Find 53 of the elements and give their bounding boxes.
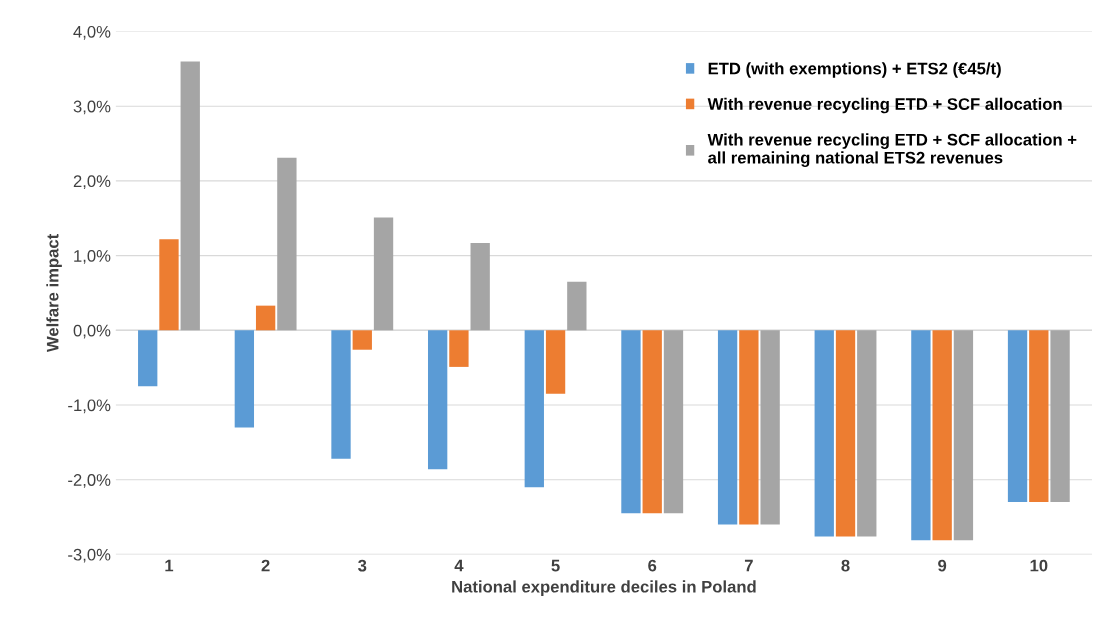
bar: [449, 330, 469, 367]
x-tick-label: 5: [551, 559, 560, 572]
x-axis-title: National expenditure deciles in Poland: [452, 580, 756, 596]
x-tick-label: 10: [1030, 559, 1048, 572]
y-tick-label: -2,0%: [68, 474, 111, 488]
x-tick-label: 1: [165, 559, 174, 572]
x-tick-label: 4: [454, 559, 464, 572]
bar: [180, 61, 200, 331]
bar: [857, 330, 877, 537]
bar: [352, 330, 372, 350]
x-tick-label: 6: [648, 559, 657, 572]
bar: [567, 281, 587, 331]
bar: [138, 330, 158, 387]
bar: [642, 330, 662, 514]
legend-label: ETD (with exemptions) + ETS2 (€45/t): [708, 62, 1001, 78]
bar: [545, 330, 566, 394]
x-tick-label: 8: [841, 559, 850, 572]
bar: [277, 157, 297, 331]
bar: [760, 330, 780, 525]
bar: [331, 330, 351, 459]
y-tick-label: 0,0%: [73, 324, 111, 339]
bar: [427, 330, 448, 470]
bar: [159, 239, 179, 331]
y-tick-label: -3,0%: [68, 548, 111, 563]
bar: [932, 330, 952, 541]
bar: [470, 242, 490, 331]
bar: [234, 330, 255, 428]
y-tick-label: 3,0%: [73, 100, 111, 115]
bar: [739, 330, 759, 525]
bar: [524, 330, 544, 488]
bar: [621, 330, 641, 514]
bar: [717, 330, 738, 525]
y-tick-label: -1,0%: [68, 399, 111, 414]
legend-label: With revenue recycling ETD + SCF allocation: [707, 97, 1062, 114]
x-tick-label: 2: [261, 559, 270, 572]
y-tick-label: 4,0%: [73, 25, 111, 40]
y-tick-label: 1,0%: [74, 250, 111, 264]
x-tick-label: 9: [938, 559, 947, 572]
y-axis-title: Welfare impact: [46, 234, 62, 353]
bar: [911, 330, 931, 541]
x-tick-label: 7: [744, 559, 753, 572]
bar: [255, 305, 276, 331]
x-tick-label: 3: [358, 559, 367, 572]
legend-label: With revenue recycling ETD + SCF allocation + all remaining national ETS2 revenues: [707, 133, 1077, 167]
bar: [1050, 330, 1070, 503]
bar: [663, 330, 684, 514]
bar: [814, 330, 834, 537]
bar: [1007, 330, 1028, 503]
y-tick-label: 2,0%: [73, 175, 111, 190]
bar: [835, 330, 856, 537]
bar: [373, 217, 394, 331]
bar: [1029, 330, 1049, 503]
bar: [953, 330, 974, 541]
